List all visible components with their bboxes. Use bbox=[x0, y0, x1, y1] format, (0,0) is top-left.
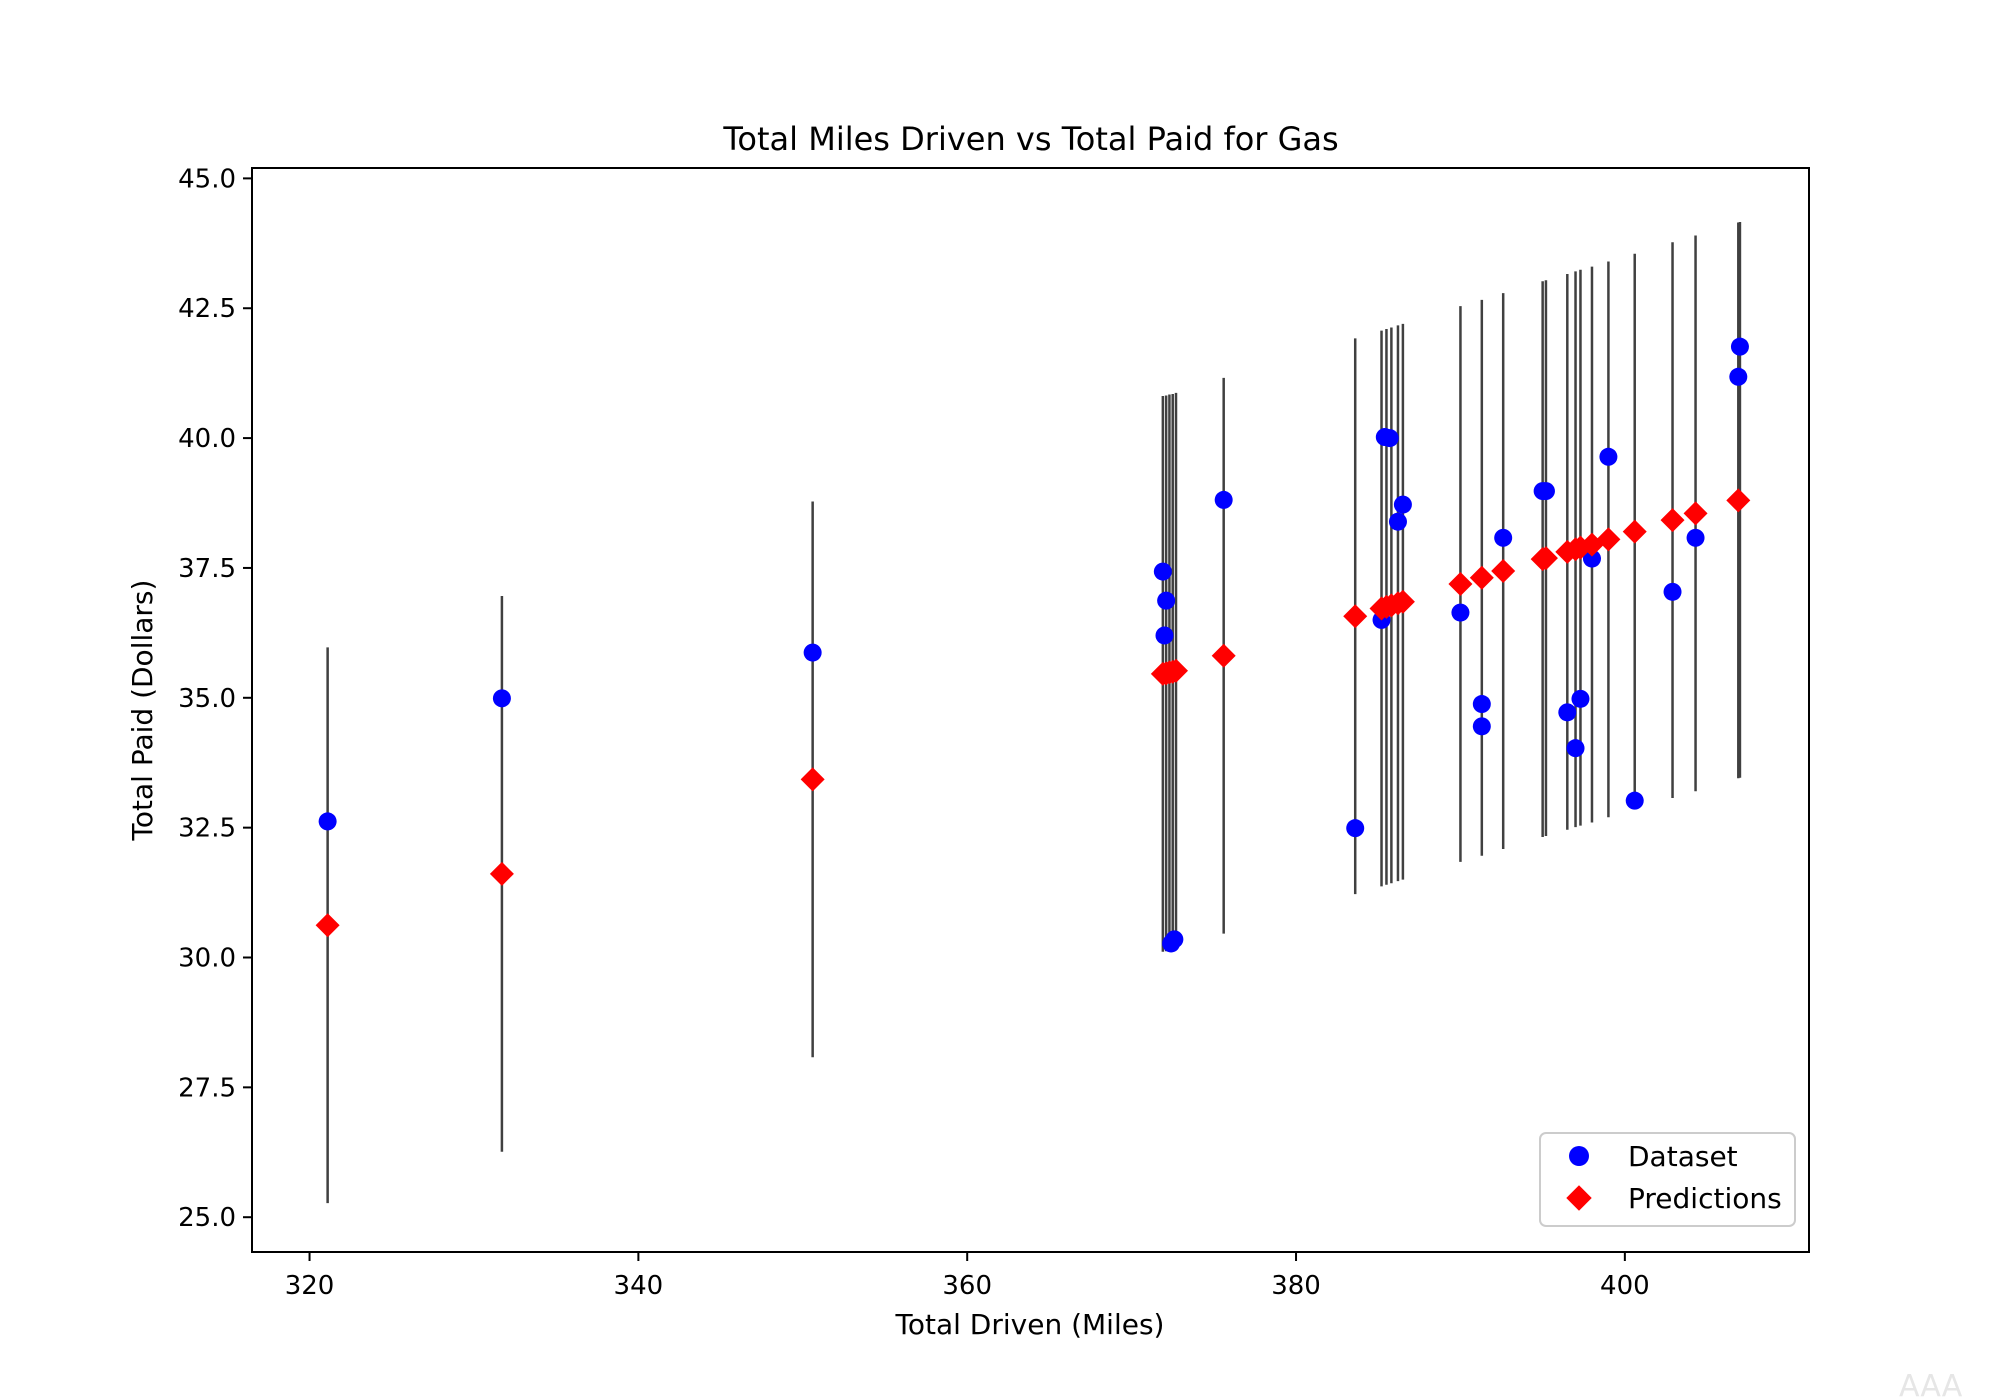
prediction-point bbox=[1491, 559, 1516, 584]
x-axis-label: Total Driven (Miles) bbox=[895, 1308, 1165, 1341]
legend-frame bbox=[1539, 1132, 1796, 1227]
dataset-point bbox=[1451, 603, 1470, 622]
legend-dataset-label: Dataset bbox=[1628, 1140, 1738, 1173]
dataset-point bbox=[1729, 367, 1748, 386]
prediction-point bbox=[1683, 501, 1708, 526]
dataset-point bbox=[1566, 739, 1585, 758]
y-tick-label: 42.5 bbox=[178, 294, 236, 324]
prediction-point bbox=[315, 913, 340, 938]
legend-predictions-label: Predictions bbox=[1628, 1182, 1782, 1215]
dataset-point bbox=[1153, 562, 1172, 581]
dataset-point bbox=[1393, 495, 1412, 514]
y-axis: 25.0 27.5 30.0 32.5 35.0 37.5 40.0 42.5 45.0 bbox=[178, 164, 252, 1233]
prediction-point bbox=[1211, 643, 1236, 668]
dataset-point bbox=[1214, 490, 1233, 509]
y-tick-label: 27.5 bbox=[178, 1073, 236, 1103]
chart-title: Total Miles Driven vs Total Paid for Gas bbox=[722, 120, 1338, 158]
x-axis: 320 340 360 380 400 bbox=[285, 1252, 1650, 1301]
prediction-point bbox=[1622, 519, 1647, 544]
dataset-point bbox=[1625, 791, 1644, 810]
dataset-point bbox=[1155, 626, 1174, 645]
prediction-point bbox=[1469, 565, 1494, 590]
prediction-point bbox=[1343, 604, 1368, 629]
legend: Dataset Predictions bbox=[1539, 1132, 1796, 1227]
prediction-point bbox=[800, 767, 825, 792]
dataset-point bbox=[1165, 930, 1184, 949]
dataset-point bbox=[1157, 591, 1176, 610]
y-tick-label: 45.0 bbox=[178, 164, 236, 194]
plot-area bbox=[315, 222, 1751, 1204]
prediction-point bbox=[1726, 488, 1751, 513]
watermark-logo: AAA bbox=[1899, 1369, 1963, 1400]
x-tick-label: 320 bbox=[285, 1271, 335, 1301]
dataset-point bbox=[1730, 337, 1749, 356]
legend-dataset-marker bbox=[1569, 1146, 1589, 1166]
dataset-point bbox=[1571, 689, 1590, 708]
dataset-point bbox=[492, 689, 511, 708]
dataset-point bbox=[1472, 717, 1491, 736]
prediction-point bbox=[1660, 508, 1685, 533]
dataset-point bbox=[1388, 512, 1407, 531]
y-axis-label: Total Paid (Dollars) bbox=[126, 580, 159, 842]
y-tick-label: 37.5 bbox=[178, 554, 236, 584]
prediction-point bbox=[1596, 527, 1621, 552]
prediction-point bbox=[1448, 572, 1473, 597]
dataset-point bbox=[1536, 482, 1555, 501]
x-tick-label: 340 bbox=[614, 1271, 664, 1301]
dataset-point bbox=[803, 643, 822, 662]
y-tick-label: 35.0 bbox=[178, 684, 236, 714]
prediction-point bbox=[1533, 546, 1558, 571]
y-tick-label: 30.0 bbox=[178, 943, 236, 973]
dataset-point bbox=[1599, 447, 1618, 466]
prediction-point bbox=[489, 861, 514, 886]
dataset-point bbox=[1380, 429, 1399, 448]
x-tick-label: 360 bbox=[942, 1271, 992, 1301]
dataset-point bbox=[1686, 528, 1705, 547]
dataset-point bbox=[1494, 528, 1513, 547]
y-tick-label: 25.0 bbox=[178, 1203, 236, 1233]
dataset-point bbox=[1663, 582, 1682, 601]
y-tick-label: 32.5 bbox=[178, 814, 236, 844]
axes-frame bbox=[251, 167, 1810, 1253]
dataset-point bbox=[1346, 819, 1365, 838]
y-tick-label: 40.0 bbox=[178, 424, 236, 454]
x-tick-label: 380 bbox=[1271, 1271, 1321, 1301]
x-tick-label: 400 bbox=[1600, 1271, 1650, 1301]
prediction-point bbox=[1390, 589, 1415, 614]
dataset-point bbox=[1582, 549, 1601, 568]
dataset-point bbox=[1558, 703, 1577, 722]
dataset-point bbox=[318, 812, 337, 831]
dataset-point bbox=[1472, 695, 1491, 714]
prediction-point bbox=[1164, 658, 1189, 683]
